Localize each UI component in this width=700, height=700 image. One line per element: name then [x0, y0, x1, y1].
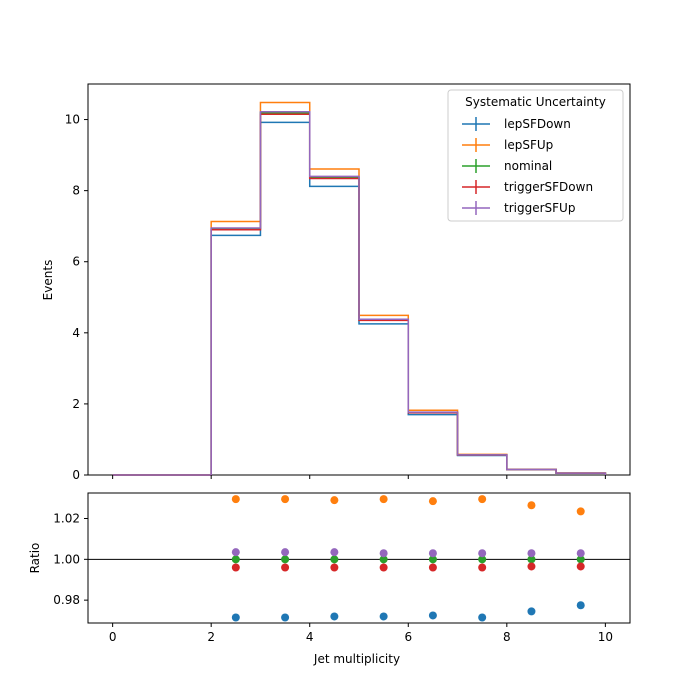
- ratio-point: [527, 562, 536, 571]
- legend-entry-nominal: nominal: [462, 159, 552, 173]
- ratio-point: [576, 562, 585, 571]
- ratio-series-triggerSFDown: [231, 562, 585, 572]
- ratio-point: [330, 496, 339, 505]
- ratio-point: [330, 548, 339, 557]
- ratio-point: [428, 563, 437, 572]
- ratio-point: [231, 548, 240, 557]
- legend-label: nominal: [504, 159, 552, 173]
- ratio-point: [576, 507, 585, 516]
- x-tick-label: 10: [598, 630, 613, 644]
- ratio-point: [576, 601, 585, 610]
- ratio-point: [330, 612, 339, 621]
- x-tick-label: 6: [404, 630, 412, 644]
- ratio-point: [281, 495, 290, 504]
- ratio-point: [379, 563, 388, 572]
- legend-label: triggerSFUp: [504, 201, 575, 215]
- ratio-point: [527, 607, 536, 616]
- ratio-point: [428, 555, 437, 564]
- ratio-point: [478, 495, 487, 504]
- ratio-point: [478, 555, 487, 564]
- main-y-tick-label: 8: [72, 184, 80, 198]
- main-y-tick-label: 2: [72, 397, 80, 411]
- ratio-points-group: [231, 495, 585, 622]
- legend-entry-lepSFDown: lepSFDown: [462, 117, 571, 131]
- legend-label: triggerSFDown: [504, 180, 593, 194]
- ratio-point: [231, 563, 240, 572]
- ratio-point: [527, 549, 536, 558]
- ratio-panel: 0.98 1.00 1.02 0 2 4 6 8 10 Ratio Jet multiplic…: [28, 492, 631, 666]
- ratio-plot-area: [87, 492, 631, 624]
- ratio-x-ticks: 0 2 4 6 8 10: [109, 623, 613, 644]
- ratio-point: [231, 613, 240, 622]
- ratio-y-tick-label: 1.00: [53, 552, 80, 566]
- x-tick-label: 2: [207, 630, 215, 644]
- ratio-point: [281, 563, 290, 572]
- main-y-tick-label: 0: [72, 468, 80, 482]
- ratio-point: [576, 549, 585, 558]
- ratio-point: [330, 555, 339, 564]
- legend-label: lepSFDown: [504, 117, 571, 131]
- ratio-point: [379, 612, 388, 621]
- ratio-point: [527, 501, 536, 510]
- legend: Systematic Uncertainty lepSFDown lepSFUp n…: [447, 89, 624, 222]
- ratio-point: [478, 613, 487, 622]
- ratio-y-tick-label: 0.98: [53, 593, 80, 607]
- x-tick-label: 8: [503, 630, 511, 644]
- legend-entry-triggerSFDown: triggerSFDown: [462, 180, 593, 194]
- ratio-series-lepSFDown: [231, 601, 585, 622]
- ratio-y-ticks: 0.98 1.00 1.02: [53, 512, 88, 607]
- ratio-point: [231, 495, 240, 504]
- main-y-tick-label: 10: [65, 113, 80, 127]
- ratio-point: [379, 555, 388, 564]
- ratio-point: [231, 555, 240, 564]
- ratio-y-axis-label: Ratio: [28, 543, 42, 574]
- main-y-tick-label: 4: [72, 326, 80, 340]
- ratio-series-lepSFUp: [231, 495, 585, 516]
- ratio-point: [281, 548, 290, 557]
- ratio-y-tick-label: 1.02: [53, 512, 80, 526]
- main-plot-area: [87, 83, 631, 476]
- legend-label: lepSFUp: [504, 138, 553, 152]
- ratio-series-triggerSFUp: [231, 548, 585, 558]
- legend-title: Systematic Uncertainty: [465, 95, 606, 109]
- ratio-point: [428, 497, 437, 506]
- histogram-triggerSFUp: [112, 110, 607, 476]
- main-y-axis-label: Events: [41, 260, 55, 301]
- x-axis-label: Jet multiplicity: [313, 652, 400, 666]
- main-series-group: [112, 101, 607, 476]
- main-y-tick-label: 6: [72, 255, 80, 269]
- ratio-point: [281, 555, 290, 564]
- ratio-series-nominal: [231, 555, 585, 564]
- ratio-point: [527, 555, 536, 564]
- ratio-point: [330, 563, 339, 572]
- main-panel: 0 2 4 6 8 10 Events Systematic Uncertainty le…: [41, 83, 631, 482]
- main-y-ticks: 0 2 4 6 8 10: [65, 113, 88, 482]
- ratio-point: [576, 555, 585, 564]
- legend-entries: lepSFDown lepSFUp nominal triggerSFDown trig…: [462, 117, 593, 215]
- legend-entry-lepSFUp: lepSFUp: [462, 138, 553, 152]
- ratio-point: [478, 563, 487, 572]
- main-x-ticks: [112, 475, 606, 479]
- x-tick-label: 0: [109, 630, 117, 644]
- ratio-point: [379, 549, 388, 558]
- x-tick-label: 4: [306, 630, 314, 644]
- ratio-point: [281, 613, 290, 622]
- ratio-point: [478, 549, 487, 558]
- ratio-point: [379, 495, 388, 504]
- ratio-point: [428, 549, 437, 558]
- legend-box: [447, 89, 624, 222]
- ratio-point: [428, 611, 437, 620]
- legend-entry-triggerSFUp: triggerSFUp: [462, 201, 575, 215]
